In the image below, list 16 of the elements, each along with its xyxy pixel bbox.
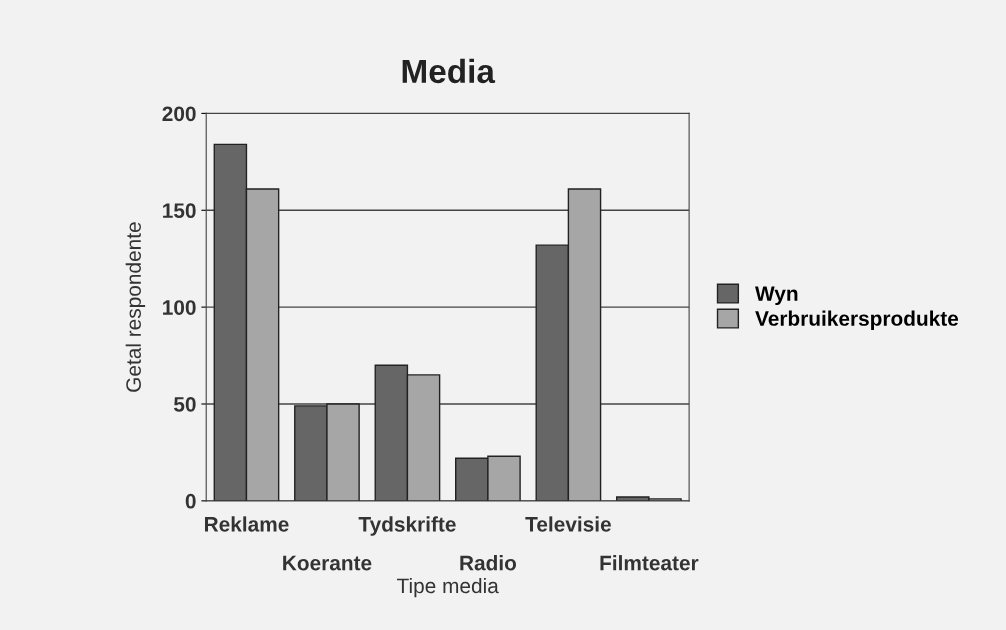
x-tick-label: Koerante xyxy=(283,555,372,571)
x-tick-label: Filmteater xyxy=(600,555,699,571)
y-tick-label: 200 xyxy=(162,106,196,122)
y-axis-title: Getal respondente xyxy=(125,222,146,392)
y-tick-label: 150 xyxy=(163,203,196,219)
x-axis-title: Tipe media xyxy=(397,577,499,598)
y-tick-label: 0 xyxy=(185,493,196,509)
legend-label: Verbruikersprodukte xyxy=(755,310,959,330)
y-tick-label: 100 xyxy=(163,300,196,315)
y-tick-label: 50 xyxy=(173,396,196,412)
x-tick-label: Reklame xyxy=(205,516,289,532)
legend-label: Wyn xyxy=(755,286,798,306)
x-tick-label: Tydskrifte xyxy=(358,516,456,536)
x-tick-label: Televisie xyxy=(525,516,611,532)
chart-title: Media xyxy=(402,58,496,84)
x-tick-label: Radio xyxy=(460,555,517,571)
